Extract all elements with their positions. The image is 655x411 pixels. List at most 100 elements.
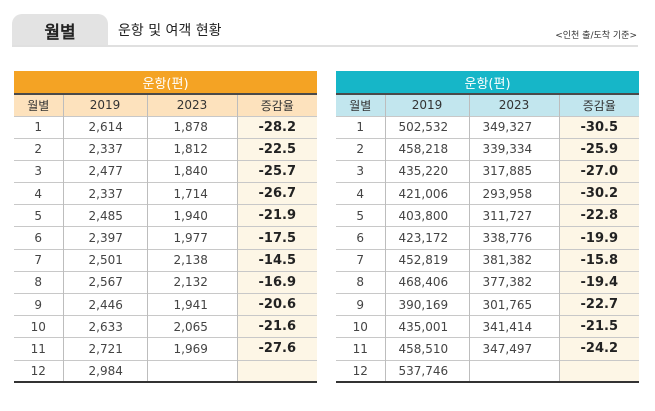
value-2023-cell: 381,382 [468,248,559,272]
value-2019-cell: 423,172 [384,226,469,250]
section-title: 운항 및 여객 현황 [118,23,222,39]
change-rate-cell: -30.2 [558,182,640,205]
table-row: 12 537,746 [336,359,640,384]
value-2023-cell: 1,977 [146,226,237,250]
table-title: 운항(편) [14,71,318,95]
column-header: 증감율 [236,94,318,116]
table-title: 운항(편) [336,71,640,95]
month-cell: 1 [14,115,63,139]
value-2019-cell: 468,406 [384,270,469,294]
change-rate-cell: -28.2 [236,115,318,139]
value-2019-cell: 2,485 [62,204,147,227]
change-rate-cell: -25.7 [236,159,318,183]
table-row: 5 403,800 311,727 -22.8 [336,204,640,227]
month-cell: 4 [14,182,63,205]
flights-table-left: 운항(편) 월별 2019 2023 증감율 1 2,614 1,878 -28.2 2… [14,71,318,384]
monthly-tab[interactable]: 월별 [12,14,108,46]
table-row: 10 435,001 341,414 -21.5 [336,315,640,338]
month-cell: 4 [336,182,385,205]
value-2023-cell: 349,327 [468,115,559,139]
value-2019-cell: 390,169 [384,292,469,316]
month-cell: 8 [336,270,385,294]
table-row: 3 435,220 317,885 -27.0 [336,159,640,183]
month-cell: 5 [336,204,385,227]
table-row: 6 423,172 338,776 -19.9 [336,226,640,250]
value-2023-cell: 347,497 [468,337,559,361]
value-2023-cell [146,359,237,384]
month-cell: 6 [336,226,385,250]
change-rate-cell: -25.9 [558,137,640,161]
value-2023-cell: 377,382 [468,270,559,294]
change-rate-cell: -30.5 [558,115,640,139]
value-2019-cell: 2,337 [62,137,147,161]
table-row: 8 2,567 2,132 -16.9 [14,270,318,294]
value-2023-cell: 341,414 [468,315,559,338]
value-2019-cell: 2,337 [62,182,147,205]
value-2023-cell: 1,941 [146,292,237,316]
change-rate-cell: -19.4 [558,270,640,294]
column-header-row: 월별 2019 2023 증감율 [14,94,318,116]
value-2019-cell: 458,510 [384,337,469,361]
value-2023-cell: 1,714 [146,182,237,205]
column-header: 증감율 [558,94,640,116]
table-row: 10 2,633 2,065 -21.6 [14,315,318,338]
table-row: 9 2,446 1,941 -20.6 [14,292,318,316]
month-cell: 10 [336,315,385,338]
table-row: 4 421,006 293,958 -30.2 [336,182,640,205]
month-cell: 1 [336,115,385,139]
month-cell: 9 [14,292,63,316]
value-2023-cell: 317,885 [468,159,559,183]
column-header: 2019 [384,94,469,116]
value-2019-cell: 2,446 [62,292,147,316]
table-row: 3 2,477 1,840 -25.7 [14,159,318,183]
table-row: 11 2,721 1,969 -27.6 [14,337,318,361]
column-header: 2019 [62,94,147,116]
change-rate-cell [236,359,318,384]
value-2019-cell: 502,532 [384,115,469,139]
value-2023-cell: 2,132 [146,270,237,294]
change-rate-cell: -21.6 [236,315,318,338]
change-rate-cell: -27.6 [236,337,318,361]
column-header-row: 월별 2019 2023 증감율 [336,94,640,116]
change-rate-cell: -17.5 [236,226,318,250]
value-2019-cell: 2,721 [62,337,147,361]
month-cell: 5 [14,204,63,227]
value-2019-cell: 435,220 [384,159,469,183]
value-2019-cell: 537,746 [384,359,469,384]
value-2023-cell: 2,138 [146,248,237,272]
month-cell: 12 [336,359,385,384]
change-rate-cell: -16.9 [236,270,318,294]
table-row: 5 2,485 1,940 -21.9 [14,204,318,227]
change-rate-cell: -24.2 [558,337,640,361]
table-row: 11 458,510 347,497 -24.2 [336,337,640,361]
table-row: 9 390,169 301,765 -22.7 [336,292,640,316]
column-header: 월별 [14,94,63,116]
table-row: 6 2,397 1,977 -17.5 [14,226,318,250]
value-2019-cell: 2,477 [62,159,147,183]
table-row: 4 2,337 1,714 -26.7 [14,182,318,205]
value-2023-cell: 1,840 [146,159,237,183]
value-2023-cell: 338,776 [468,226,559,250]
month-cell: 11 [336,337,385,361]
monthly-tab-label: 월별 [44,22,76,43]
table-row: 2 458,218 339,334 -25.9 [336,137,640,161]
table-row: 12 2,984 [14,359,318,384]
change-rate-cell: -19.9 [558,226,640,250]
value-2019-cell: 2,633 [62,315,147,338]
month-cell: 9 [336,292,385,316]
month-cell: 8 [14,270,63,294]
change-rate-cell [558,359,640,384]
month-cell: 10 [14,315,63,338]
table-row: 1 502,532 349,327 -30.5 [336,115,640,139]
flights-table-right: 운항(편) 월별 2019 2023 증감율 1 502,532 349,327 -3… [336,71,640,384]
column-header: 2023 [146,94,237,116]
value-2019-cell: 2,614 [62,115,147,139]
table-row: 1 2,614 1,878 -28.2 [14,115,318,139]
value-2019-cell: 2,501 [62,248,147,272]
change-rate-cell: -22.5 [236,137,318,161]
value-2023-cell [468,359,559,384]
value-2023-cell: 293,958 [468,182,559,205]
change-rate-cell: -22.7 [558,292,640,316]
change-rate-cell: -21.5 [558,315,640,338]
value-2023-cell: 2,065 [146,315,237,338]
